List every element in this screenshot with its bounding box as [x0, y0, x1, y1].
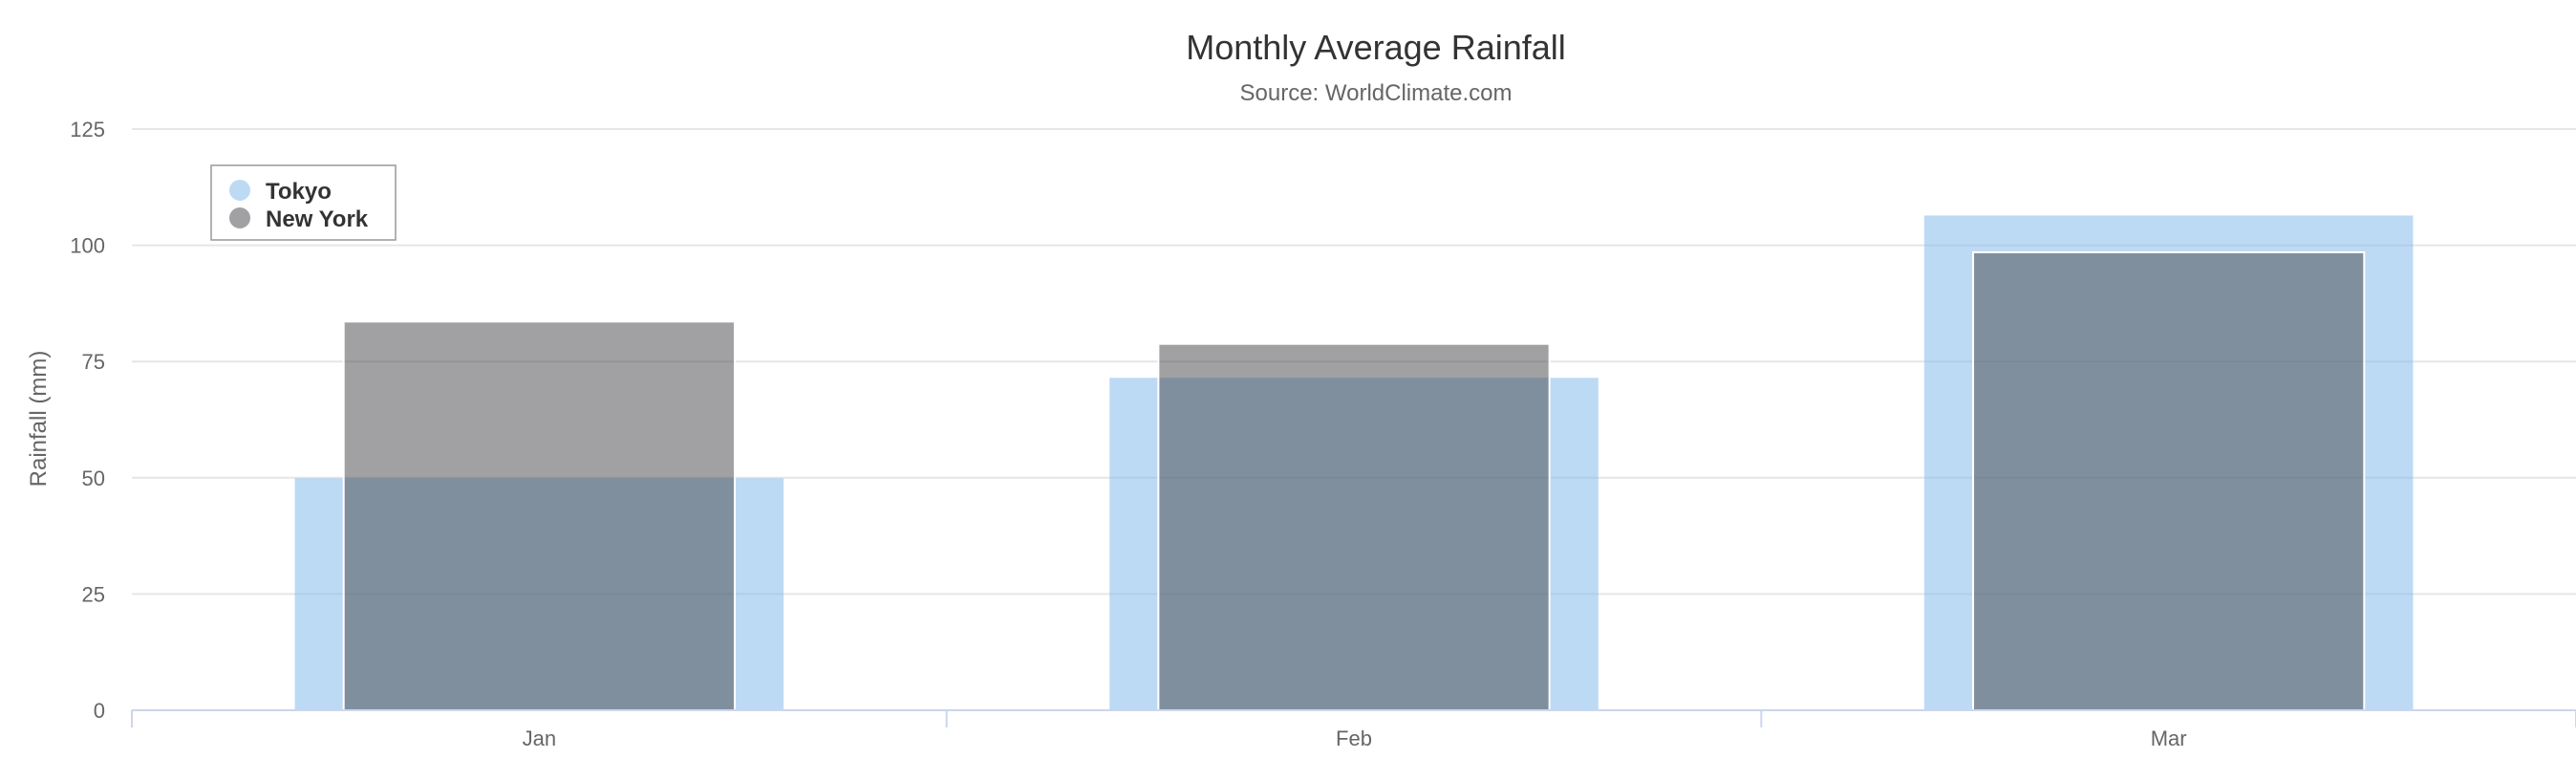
x-tick-label: Mar: [2151, 726, 2187, 750]
new-york-bars: [342, 250, 2366, 711]
y-tick-label: 0: [94, 699, 105, 723]
chart-subtitle: Source: WorldClimate.com: [1240, 80, 1513, 106]
legend-label-tokyo[interactable]: Tokyo: [266, 179, 332, 205]
legend-marker-new-york: [229, 207, 250, 228]
chart-title: Monthly Average Rainfall: [1186, 28, 1566, 67]
x-tick-label: Feb: [1336, 726, 1372, 750]
y-tick-label: 125: [70, 118, 105, 141]
legend[interactable]: Tokyo New York: [210, 164, 397, 241]
y-tick-label: 100: [70, 234, 105, 258]
x-tick-label: Jan: [523, 726, 556, 750]
bar-new-york-mar[interactable]: [1972, 250, 2366, 711]
y-tick-label: 75: [82, 350, 105, 374]
legend-marker-tokyo: [229, 180, 250, 201]
y-axis-title: Rainfall (mm): [26, 351, 52, 488]
bar-new-york-jan[interactable]: [342, 320, 736, 711]
legend-label-new-york[interactable]: New York: [266, 206, 369, 232]
y-tick-label: 25: [82, 582, 105, 606]
bar-new-york-feb[interactable]: [1157, 342, 1551, 711]
axes: Jan Feb Mar: [131, 709, 2576, 750]
y-tick-label: 50: [82, 466, 105, 490]
